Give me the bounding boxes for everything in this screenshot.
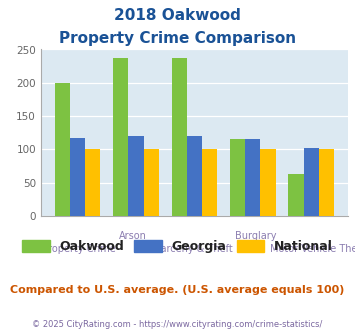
Bar: [143, 149, 159, 216]
Bar: [319, 149, 334, 216]
Bar: [245, 140, 260, 216]
Text: Motor Vehicle Theft: Motor Vehicle Theft: [270, 244, 355, 253]
Bar: [304, 148, 319, 216]
Bar: [260, 149, 275, 216]
Legend: Oakwood, Georgia, National: Oakwood, Georgia, National: [22, 240, 333, 253]
Text: All Property Crime: All Property Crime: [27, 244, 116, 253]
Bar: [187, 136, 202, 216]
Text: Arson: Arson: [119, 231, 147, 241]
Text: Compared to U.S. average. (U.S. average equals 100): Compared to U.S. average. (U.S. average …: [10, 285, 345, 295]
Bar: [202, 149, 217, 216]
Bar: [230, 140, 245, 216]
Bar: [113, 58, 129, 216]
Bar: [85, 149, 100, 216]
Text: Larceny & Theft: Larceny & Theft: [155, 244, 233, 253]
Bar: [288, 174, 304, 216]
Text: 2018 Oakwood: 2018 Oakwood: [114, 8, 241, 23]
Bar: [171, 58, 187, 216]
Bar: [70, 138, 85, 216]
Bar: [55, 83, 70, 216]
Bar: [129, 136, 143, 216]
Text: Burglary: Burglary: [235, 231, 277, 241]
Text: © 2025 CityRating.com - https://www.cityrating.com/crime-statistics/: © 2025 CityRating.com - https://www.city…: [32, 320, 323, 329]
Text: Property Crime Comparison: Property Crime Comparison: [59, 31, 296, 46]
